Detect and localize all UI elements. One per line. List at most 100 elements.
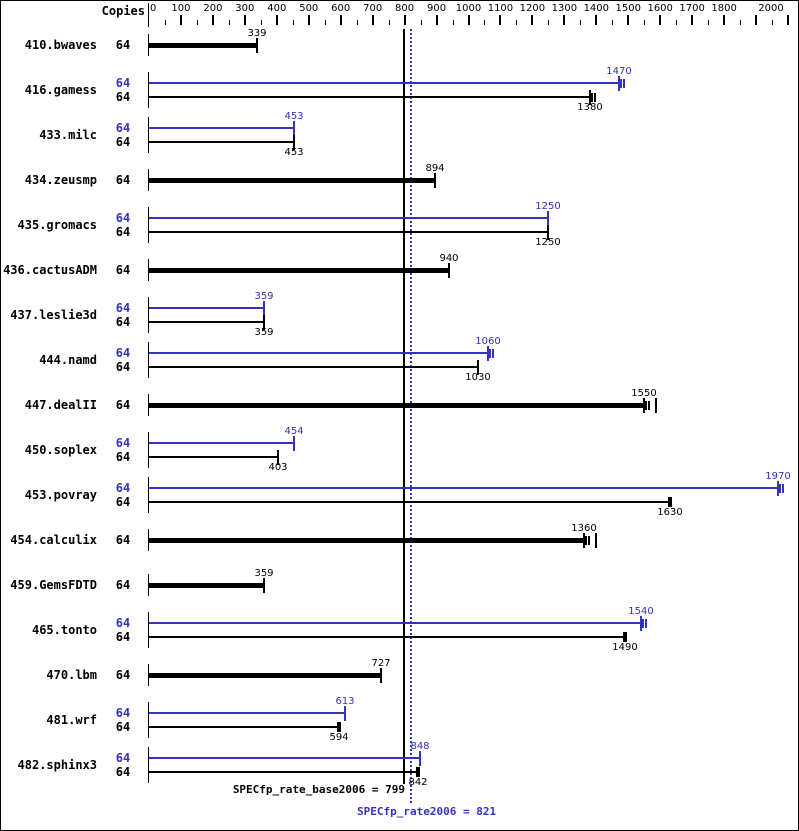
bar-end-tick xyxy=(645,401,647,410)
benchmark-label: 410.bwaves xyxy=(24,38,97,52)
group-axis-line xyxy=(148,342,149,378)
axis-tick-label: 1400 xyxy=(583,3,610,14)
bar-end-tick xyxy=(263,578,265,593)
axis-tick-label: 800 xyxy=(395,3,415,14)
value-label: 359 xyxy=(254,327,274,338)
bar-base xyxy=(149,726,339,728)
bar-end-tick xyxy=(655,398,657,413)
copies-value: 64 xyxy=(115,225,131,239)
bar-end-tick xyxy=(477,360,479,375)
axis-minor-tick xyxy=(772,20,774,25)
copies-value: 64 xyxy=(115,450,131,464)
axis-tick-label: 300 xyxy=(235,3,255,14)
group-axis-line xyxy=(148,207,149,243)
bar-end-tick xyxy=(293,121,295,136)
value-label: 359 xyxy=(254,291,274,302)
axis-major-tick xyxy=(148,3,149,27)
axis-tick-label: 400 xyxy=(267,3,287,14)
bar-end-tick xyxy=(547,211,549,226)
benchmark-label: 435.gromacs xyxy=(17,218,97,232)
group-axis-line xyxy=(148,432,149,468)
group-axis-line xyxy=(148,574,149,596)
axis-tick-label: 2000 xyxy=(758,3,784,14)
bar-base xyxy=(149,141,294,143)
bar-peak xyxy=(149,307,264,309)
bar-peak xyxy=(149,622,641,624)
bar-base xyxy=(149,43,257,48)
axis-major-tick xyxy=(243,15,246,25)
axis-minor-tick xyxy=(484,20,486,25)
bar-end-tick xyxy=(487,346,489,361)
axis-minor-tick xyxy=(388,20,390,25)
bar-end-tick xyxy=(337,722,341,732)
bar-peak xyxy=(149,712,345,714)
bar-end-tick xyxy=(782,484,784,493)
benchmark-label: 470.lbm xyxy=(46,668,97,682)
value-label: 1550 xyxy=(631,388,657,399)
benchmark-label: 454.calculix xyxy=(10,533,97,547)
axis-tick-label: 100 xyxy=(171,3,191,14)
axis-tick-label: 1000 xyxy=(455,3,482,14)
value-label: 842 xyxy=(408,777,428,788)
copies-value: 64 xyxy=(115,630,131,644)
bar-end-tick xyxy=(344,706,346,721)
peak-rate-reference-line xyxy=(410,29,412,805)
bar-peak xyxy=(149,217,548,219)
bar-peak xyxy=(149,127,294,129)
copies-value: 64 xyxy=(115,38,131,52)
benchmark-label: 465.tonto xyxy=(31,623,97,637)
group-axis-line xyxy=(148,529,149,551)
axis-minor-tick xyxy=(292,20,294,25)
copies-value: 64 xyxy=(115,578,131,592)
axis-tick-label: 700 xyxy=(363,3,383,14)
axis-tick-label: 200 xyxy=(203,3,223,14)
benchmark-label: 436.cactusADM xyxy=(3,263,97,277)
bar-peak xyxy=(149,352,488,354)
axis-major-tick xyxy=(499,15,502,25)
value-label: 403 xyxy=(268,462,288,473)
axis-major-tick xyxy=(627,15,630,25)
axis-minor-tick xyxy=(196,20,198,25)
axis-major-tick xyxy=(595,15,598,25)
bar-end-tick xyxy=(434,173,436,188)
bar-end-tick xyxy=(620,79,622,88)
axis-major-tick xyxy=(691,15,694,25)
group-axis-line xyxy=(148,702,149,738)
copies-value: 64 xyxy=(115,398,131,412)
copies-value: 64 xyxy=(115,481,131,495)
peak-rate-summary: SPECfp_rate2006 = 821 xyxy=(357,805,497,818)
copies-value: 64 xyxy=(115,360,131,374)
value-label: 1540 xyxy=(628,606,654,617)
bar-base xyxy=(149,673,381,678)
group-axis-line xyxy=(148,259,149,281)
axis-minor-tick xyxy=(548,20,550,25)
bar-peak xyxy=(149,82,619,84)
copies-value: 64 xyxy=(115,346,131,360)
axis-major-tick xyxy=(467,15,470,25)
axis-tick-label: 1100 xyxy=(487,3,514,14)
group-axis-line xyxy=(148,394,149,416)
bar-base xyxy=(149,771,418,773)
axis-tick-label: 1700 xyxy=(679,3,705,14)
value-label: 848 xyxy=(410,741,430,752)
value-label: 1060 xyxy=(475,336,501,347)
bar-base xyxy=(149,636,625,638)
bar-end-tick xyxy=(256,38,258,53)
axis-minor-tick xyxy=(228,20,230,25)
bar-base xyxy=(149,321,264,323)
bar-end-tick xyxy=(293,436,295,451)
bar-base xyxy=(149,96,590,98)
group-axis-line xyxy=(148,117,149,153)
axis-major-tick xyxy=(275,15,278,25)
bar-end-tick xyxy=(643,398,645,413)
group-axis-line xyxy=(148,72,149,108)
bar-end-tick xyxy=(779,484,781,493)
axis-major-tick xyxy=(403,15,406,25)
axis-tick-label: 500 xyxy=(299,3,319,14)
bar-end-tick xyxy=(263,315,265,330)
benchmark-label: 481.wrf xyxy=(46,713,97,727)
bar-end-tick xyxy=(594,93,596,102)
value-label: 940 xyxy=(439,253,459,264)
axis-minor-tick xyxy=(324,20,326,25)
bar-end-tick xyxy=(380,668,382,683)
